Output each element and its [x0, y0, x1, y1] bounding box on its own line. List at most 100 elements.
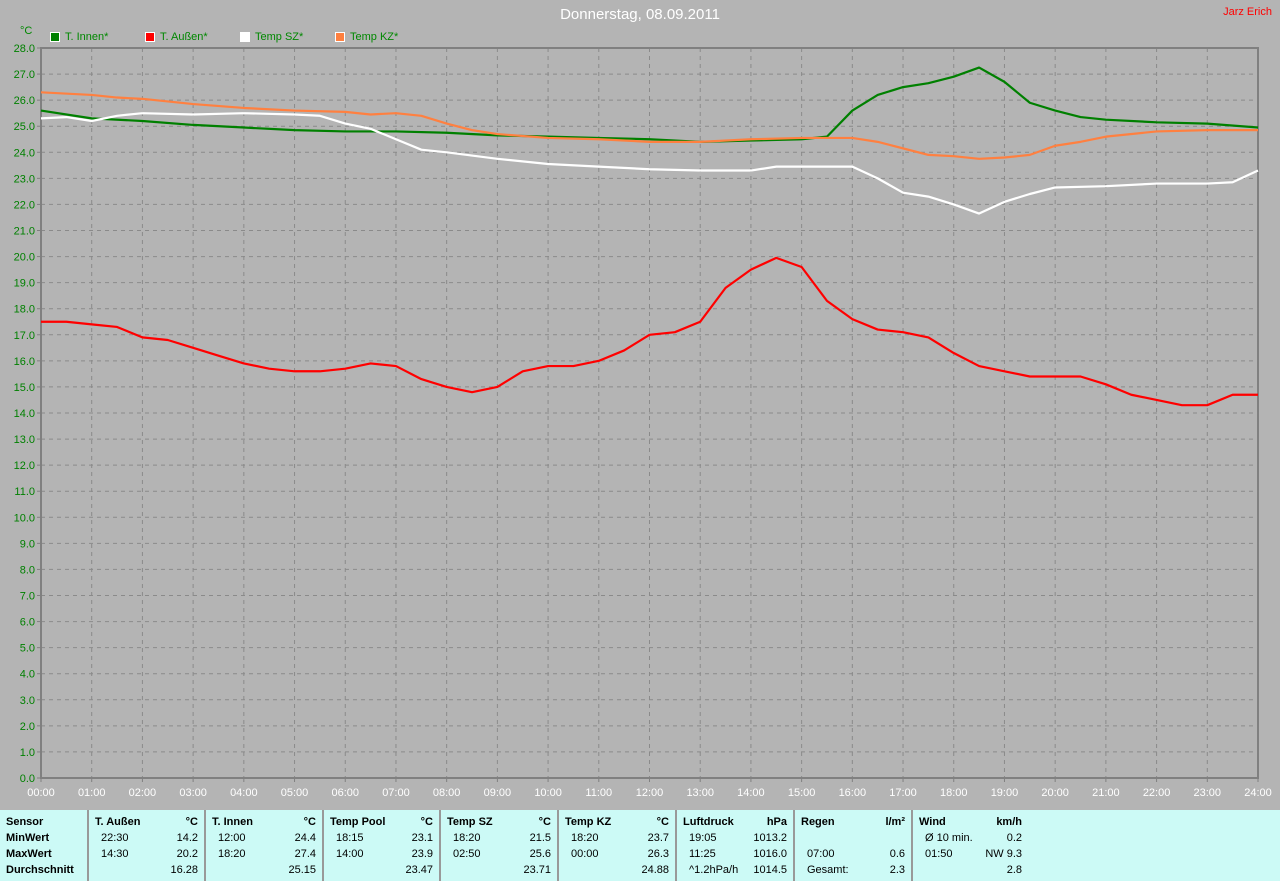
cell-value: 21.5: [529, 832, 551, 844]
legend-item: Temp KZ*: [335, 31, 398, 43]
table-row: [795, 830, 911, 846]
cell-label: 01:50: [925, 848, 953, 860]
y-tick-label: 23.0: [14, 173, 35, 185]
table-column: Wind km/h Ø 10 min. 0.2 01:50 NW 9.3 2.8: [913, 810, 1028, 881]
plot-frame: [40, 47, 1259, 779]
legend-swatch: [50, 32, 60, 42]
y-tick-label: 26.0: [14, 95, 35, 107]
y-tick-label: 15.0: [14, 382, 35, 394]
x-tick-label: 10:00: [534, 787, 562, 799]
x-tick-label: 07:00: [382, 787, 410, 799]
y-axis-unit: °C: [20, 25, 33, 37]
cell-value: 26.3: [647, 848, 669, 860]
cell-label: 07:00: [807, 848, 835, 860]
cell-label: MaxWert: [6, 848, 52, 860]
cell-value: °C: [185, 816, 198, 828]
table-column: T. Innen °C 12:00 24.4 18:20 27.4 25.15: [206, 810, 324, 881]
table-row: Gesamt: 2.3: [795, 862, 911, 878]
cell-label: 22:30: [101, 832, 129, 844]
y-tick-label: 7.0: [20, 591, 35, 603]
y-tick-label: 10.0: [14, 512, 35, 524]
cell-label: 18:20: [218, 848, 246, 860]
cell-label: Temp SZ: [447, 816, 493, 828]
cell-value: °C: [420, 816, 433, 828]
cell-value: °C: [303, 816, 316, 828]
cell-value: 23.1: [411, 832, 433, 844]
y-tick-label: 5.0: [20, 643, 35, 655]
cell-label: Temp Pool: [330, 816, 386, 828]
table-column: T. Außen °C 22:30 14.2 14:30 20.2 16.28: [89, 810, 206, 881]
cell-value: 23.47: [405, 864, 433, 876]
cell-value: 14.2: [176, 832, 198, 844]
table-row: 23.47: [324, 862, 439, 878]
y-tick-label: 25.0: [14, 121, 35, 133]
legend-label: Temp KZ*: [350, 31, 399, 43]
x-tick-label: 18:00: [940, 787, 968, 799]
cell-label: Wind: [919, 816, 946, 828]
cell-value: 16.28: [170, 864, 198, 876]
cell-label: 14:30: [101, 848, 129, 860]
cell-label: Sensor: [6, 816, 44, 828]
cell-label: Regen: [801, 816, 835, 828]
cell-value: 27.4: [294, 848, 316, 860]
y-tick-label: 0.0: [20, 773, 35, 785]
cell-value: hPa: [766, 816, 787, 828]
cell-value: °C: [538, 816, 551, 828]
cell-value: 25.15: [288, 864, 316, 876]
cell-value: l/m²: [885, 816, 905, 828]
table-header: Wind km/h: [913, 814, 1028, 830]
y-tick-label: 22.0: [14, 199, 35, 211]
y-tick-label: 12.0: [14, 460, 35, 472]
y-tick-label: 27.0: [14, 69, 35, 81]
table-row: 14:30 20.2: [89, 846, 204, 862]
legend-item: T. Innen*: [50, 31, 108, 43]
x-tick-label: 13:00: [686, 787, 714, 799]
y-tick-label: 1.0: [20, 747, 35, 759]
x-tick-label: 03:00: [179, 787, 207, 799]
x-tick-label: 21:00: [1092, 787, 1120, 799]
table-row: Ø 10 min. 0.2: [913, 830, 1028, 846]
cell-value: 20.2: [176, 848, 198, 860]
table-header: Temp KZ °C: [559, 814, 675, 830]
legend-label: T. Außen*: [160, 31, 208, 43]
table-header: Sensor: [0, 814, 87, 830]
x-tick-label: 00:00: [27, 787, 55, 799]
table-row: 19:05 1013.2: [677, 830, 793, 846]
cell-label: 18:20: [453, 832, 481, 844]
cell-value: 24.4: [294, 832, 316, 844]
table-column: Temp SZ °C 18:20 21.5 02:50 25.6 23.71: [441, 810, 559, 881]
cell-value: 23.7: [647, 832, 669, 844]
table-row: 00:00 26.3: [559, 846, 675, 862]
x-tick-label: 05:00: [281, 787, 309, 799]
table-row: 25.15: [206, 862, 322, 878]
cell-value: 2.8: [1006, 864, 1022, 876]
temperature-chart: 0.0 1.0 2.0 3.0 4.0 5.0 6.0 7.0 8.0 9.0 10.0 11.0 12…: [14, 43, 1272, 799]
cell-value: 0.6: [889, 848, 905, 860]
x-tick-label: 14:00: [737, 787, 765, 799]
table-column: Regen l/m² 07:00 0.6 Gesamt: 2.3: [795, 810, 913, 881]
table-row: MaxWert: [0, 846, 87, 862]
x-tick-label: 06:00: [331, 787, 359, 799]
table-row: 11:25 1016.0: [677, 846, 793, 862]
cell-label: T. Innen: [212, 816, 253, 828]
table-row: 18:20 21.5: [441, 830, 557, 846]
table-header: Temp Pool °C: [324, 814, 439, 830]
x-tick-label: 22:00: [1143, 787, 1171, 799]
x-tick-label: 20:00: [1041, 787, 1069, 799]
cell-value: 2.3: [889, 864, 905, 876]
statistics-table: Sensor MinWert MaxWert Durchschnitt T. Außen…: [0, 810, 1280, 881]
series-line: [40, 91, 1258, 160]
y-tick-label: 21.0: [14, 226, 35, 238]
table-row: 14:00 23.9: [324, 846, 439, 862]
cell-value: 25.6: [529, 848, 551, 860]
y-tick-label: 20.0: [14, 252, 35, 264]
series-line: [40, 112, 1259, 215]
x-tick-label: 01:00: [78, 787, 106, 799]
table-column: Temp Pool °C 18:15 23.1 14:00 23.9 23.47: [324, 810, 441, 881]
cell-label: MinWert: [6, 832, 50, 844]
cell-value: km/h: [996, 816, 1022, 828]
cell-label: Ø 10 min.: [925, 832, 973, 844]
y-tick-label: 19.0: [14, 278, 35, 290]
chart-title: Donnerstag, 08.09.2011: [560, 6, 720, 23]
y-tick-label: 11.0: [14, 486, 35, 498]
